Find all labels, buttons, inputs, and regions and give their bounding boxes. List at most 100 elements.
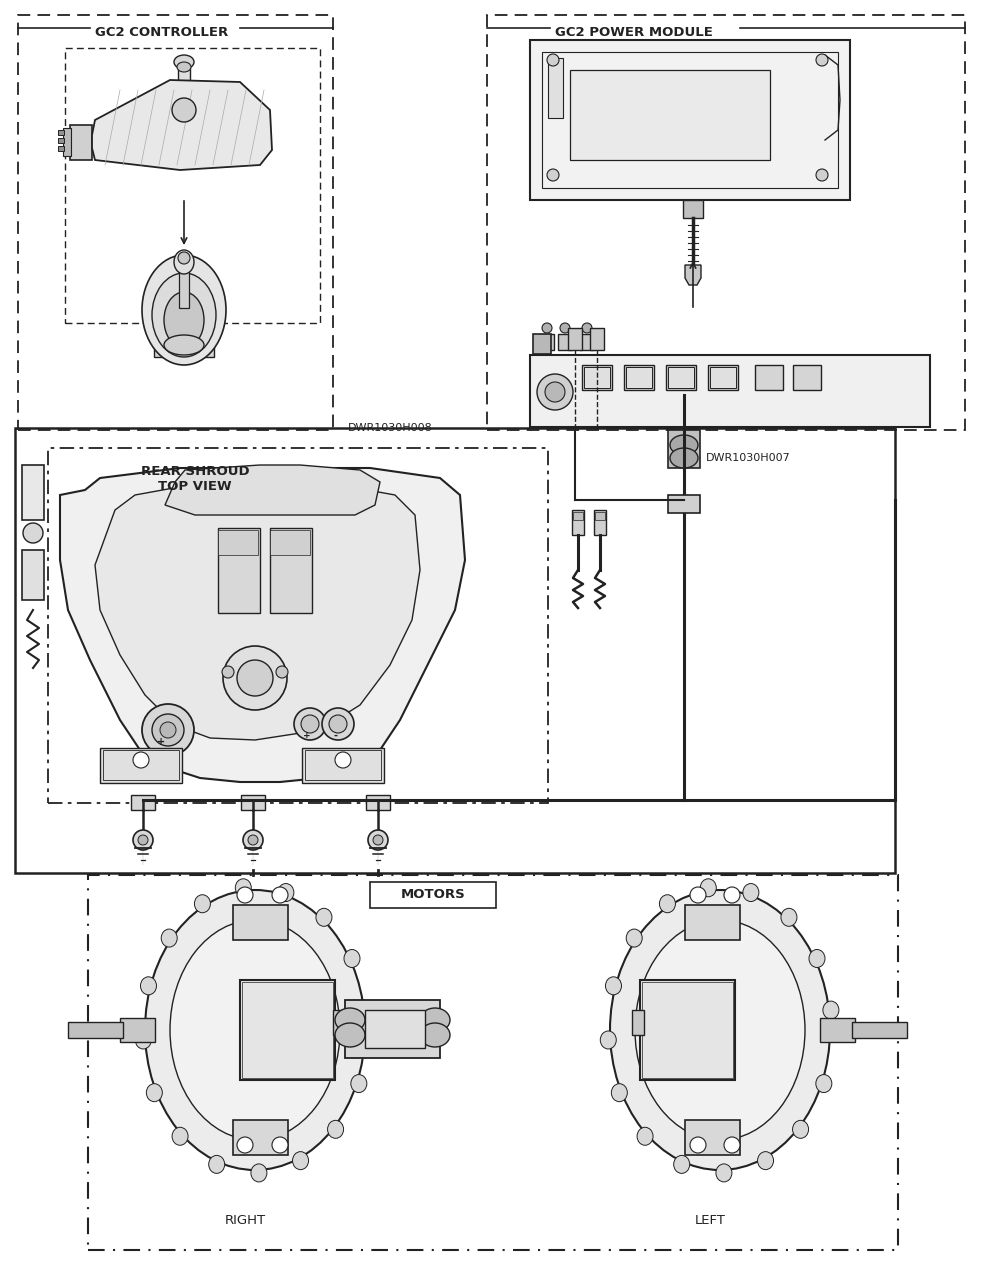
Bar <box>573 512 583 519</box>
Ellipse shape <box>359 1021 375 1039</box>
Bar <box>624 365 654 390</box>
Bar <box>18 15 333 430</box>
Bar <box>65 48 320 323</box>
Ellipse shape <box>170 920 340 1140</box>
Ellipse shape <box>161 929 177 946</box>
Bar <box>580 334 594 350</box>
Ellipse shape <box>560 323 570 333</box>
Ellipse shape <box>700 879 716 897</box>
Ellipse shape <box>272 887 288 903</box>
Ellipse shape <box>420 1009 450 1033</box>
Ellipse shape <box>659 895 675 912</box>
Bar <box>666 365 696 390</box>
Ellipse shape <box>816 54 828 66</box>
Text: LEFT: LEFT <box>695 1214 725 1226</box>
Ellipse shape <box>344 949 360 968</box>
Ellipse shape <box>248 835 258 845</box>
Ellipse shape <box>160 722 176 737</box>
Bar <box>668 367 694 388</box>
Ellipse shape <box>635 920 805 1140</box>
Bar <box>530 41 850 200</box>
Ellipse shape <box>243 830 263 850</box>
Bar <box>15 428 895 873</box>
Ellipse shape <box>351 1074 367 1092</box>
Ellipse shape <box>223 646 287 710</box>
Text: REAR SHROUD
TOP VIEW: REAR SHROUD TOP VIEW <box>141 465 249 493</box>
Bar <box>852 1022 907 1038</box>
Bar <box>595 512 605 519</box>
Ellipse shape <box>637 1128 653 1145</box>
Bar <box>572 511 584 535</box>
Text: -: - <box>333 731 337 741</box>
Ellipse shape <box>133 753 149 768</box>
Ellipse shape <box>600 1031 616 1049</box>
Ellipse shape <box>610 889 830 1169</box>
Bar <box>154 345 214 357</box>
Bar <box>70 125 92 160</box>
Ellipse shape <box>237 887 253 903</box>
Ellipse shape <box>690 887 706 903</box>
Ellipse shape <box>793 1120 809 1138</box>
Text: GC2 POWER MODULE: GC2 POWER MODULE <box>555 25 713 38</box>
Bar <box>22 465 44 519</box>
Ellipse shape <box>329 715 347 734</box>
Bar <box>570 70 770 160</box>
Ellipse shape <box>278 883 294 902</box>
Ellipse shape <box>545 381 565 402</box>
Bar <box>755 365 783 390</box>
Bar <box>240 979 335 1079</box>
Ellipse shape <box>177 62 191 72</box>
Polygon shape <box>95 485 420 740</box>
Ellipse shape <box>194 895 210 912</box>
Ellipse shape <box>626 929 642 946</box>
Bar <box>58 146 64 151</box>
Ellipse shape <box>272 1136 288 1153</box>
Bar <box>218 528 260 613</box>
Bar <box>120 1017 155 1041</box>
Bar <box>88 875 898 1251</box>
Bar <box>540 334 554 350</box>
Ellipse shape <box>301 715 319 734</box>
Ellipse shape <box>222 666 234 678</box>
Ellipse shape <box>23 523 43 544</box>
Ellipse shape <box>138 835 148 845</box>
Bar <box>642 982 733 1078</box>
Ellipse shape <box>335 753 351 768</box>
Ellipse shape <box>724 887 740 903</box>
Bar <box>131 794 155 810</box>
Bar <box>640 979 735 1079</box>
Bar <box>100 748 182 783</box>
Bar <box>22 550 44 601</box>
Bar <box>820 1017 855 1041</box>
Ellipse shape <box>781 908 797 926</box>
Ellipse shape <box>178 252 190 264</box>
Ellipse shape <box>133 830 153 850</box>
Ellipse shape <box>235 879 251 897</box>
Ellipse shape <box>209 1156 225 1173</box>
Ellipse shape <box>293 1152 309 1169</box>
Text: DWR1030H008: DWR1030H008 <box>348 423 433 433</box>
Bar <box>548 58 563 118</box>
Ellipse shape <box>294 708 326 740</box>
Ellipse shape <box>537 374 573 411</box>
Bar <box>305 750 381 780</box>
Ellipse shape <box>135 1031 151 1049</box>
Bar <box>270 530 310 555</box>
Ellipse shape <box>237 1136 253 1153</box>
Bar <box>58 138 64 143</box>
Ellipse shape <box>152 715 184 746</box>
Text: GC2 CONTROLLER: GC2 CONTROLLER <box>95 25 228 38</box>
Text: DWR1030H007: DWR1030H007 <box>706 454 791 462</box>
Bar <box>590 328 604 350</box>
Bar <box>233 905 288 940</box>
Ellipse shape <box>368 830 388 850</box>
Polygon shape <box>60 468 465 782</box>
Ellipse shape <box>758 1152 774 1169</box>
Ellipse shape <box>164 291 204 348</box>
Ellipse shape <box>547 54 559 66</box>
Ellipse shape <box>172 98 196 122</box>
Bar <box>668 495 700 513</box>
Ellipse shape <box>670 435 698 455</box>
Ellipse shape <box>251 1164 267 1182</box>
Bar <box>685 1120 740 1156</box>
